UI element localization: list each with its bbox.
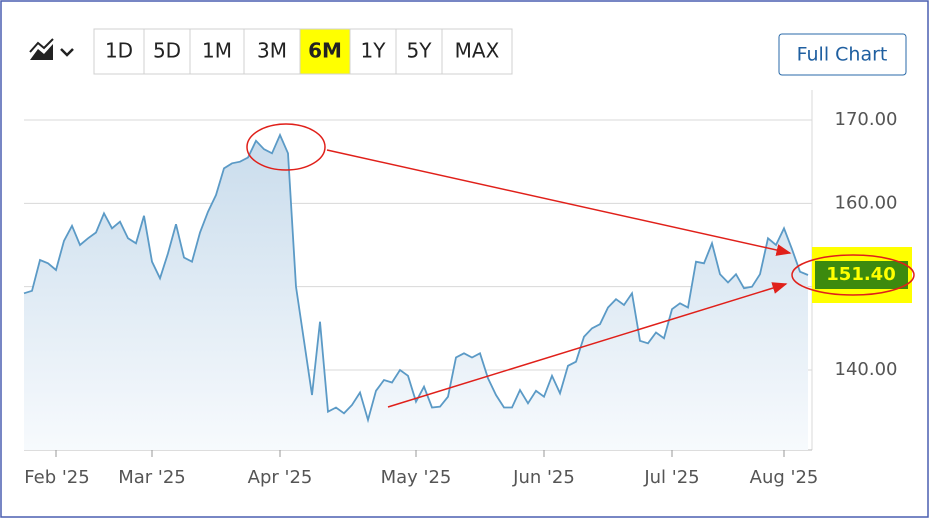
y-tick-label: 170.00	[835, 109, 898, 130]
range-button-label[interactable]: 1M	[202, 39, 232, 63]
full-chart-label[interactable]: Full Chart	[797, 44, 888, 66]
full-chart-button[interactable]	[778, 33, 907, 76]
range-button[interactable]	[189, 28, 245, 75]
annotation-arrow	[387, 282, 788, 408]
range-button-label[interactable]: 6M	[308, 39, 342, 63]
range-button-label[interactable]: 3M	[257, 39, 287, 63]
range-button-label[interactable]: 1D	[105, 39, 133, 63]
x-tick-label: Jun '25	[512, 467, 575, 488]
x-tick-label: Feb '25	[24, 467, 89, 488]
x-tick-label: Jul '25	[643, 467, 699, 488]
range-button[interactable]	[395, 28, 443, 75]
annotation-circle	[246, 123, 326, 171]
x-tick-label: Mar '25	[118, 467, 186, 488]
range-button[interactable]	[299, 28, 351, 75]
range-button[interactable]	[243, 28, 301, 75]
y-tick-label: 140.00	[835, 359, 898, 380]
price-tag-label: 151.40	[826, 264, 895, 285]
x-tick-label: May '25	[381, 467, 452, 488]
annotation-arrow	[326, 149, 792, 256]
y-tick-label: 160.00	[835, 192, 898, 213]
chart-type-icon[interactable]	[29, 38, 74, 60]
range-button[interactable]	[93, 28, 145, 75]
range-button-label[interactable]: MAX	[455, 39, 500, 63]
range-button[interactable]	[441, 28, 513, 75]
x-tick-label: Apr '25	[248, 467, 313, 488]
range-button-label[interactable]: 1Y	[361, 39, 387, 63]
x-tick-label: Aug '25	[750, 467, 819, 488]
range-button-label[interactable]: 5D	[153, 39, 181, 63]
price-tag	[815, 261, 908, 289]
area-fill	[24, 135, 808, 450]
toolbar: 1D 5D 1M 3M 6M 1Y 5Y MAX Full Chart	[93, 28, 907, 76]
price-line	[23, 132, 809, 424]
range-button[interactable]	[143, 28, 191, 75]
range-button-label[interactable]: 5Y	[407, 39, 433, 63]
annotation-circle	[791, 254, 915, 296]
